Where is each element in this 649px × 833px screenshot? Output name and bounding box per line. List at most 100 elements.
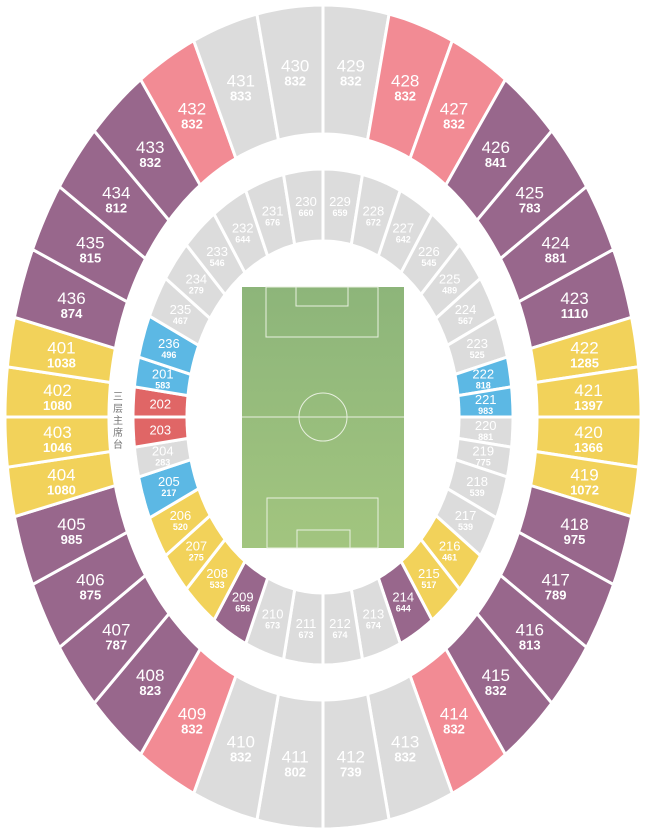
section-capacity: 832 <box>443 721 465 736</box>
section-number: 415 <box>482 666 510 685</box>
section-capacity: 841 <box>485 155 507 170</box>
section-number: 433 <box>136 138 164 157</box>
section-capacity: 832 <box>181 721 203 736</box>
section-number: 421 <box>574 381 602 400</box>
section-number: 405 <box>57 515 85 534</box>
section-capacity: 1080 <box>43 398 72 413</box>
section-number: 414 <box>440 704 468 723</box>
section-number: 217 <box>455 508 477 523</box>
section-number: 206 <box>170 508 192 523</box>
section-capacity: 881 <box>478 432 493 442</box>
section-capacity: 815 <box>79 251 101 266</box>
section-capacity: 644 <box>396 604 411 614</box>
section-capacity: 520 <box>173 522 188 532</box>
section-capacity: 783 <box>519 200 541 215</box>
section-capacity: 832 <box>485 683 507 698</box>
goal-area-bottom <box>296 529 351 549</box>
section-number: 424 <box>541 234 569 253</box>
section-capacity: 832 <box>230 749 252 764</box>
section-capacity: 525 <box>470 350 485 360</box>
section-capacity: 546 <box>210 258 225 268</box>
section-number: 427 <box>440 100 468 119</box>
section-number: 223 <box>466 336 488 351</box>
section-number: 202 <box>149 397 171 412</box>
section-capacity: 818 <box>476 380 491 390</box>
section-number: 205 <box>158 474 180 489</box>
section-number: 230 <box>295 194 317 209</box>
section-number: 417 <box>541 570 569 589</box>
section-number: 225 <box>439 272 461 287</box>
section-capacity: 802 <box>284 765 306 780</box>
section-capacity: 833 <box>230 89 252 104</box>
section-capacity: 674 <box>366 621 381 631</box>
section-capacity: 812 <box>105 200 127 215</box>
section-capacity: 813 <box>519 638 541 653</box>
section-number: 218 <box>466 474 488 489</box>
section-capacity: 659 <box>333 208 348 218</box>
section-capacity: 1080 <box>47 482 76 497</box>
section-number: 233 <box>206 244 228 259</box>
section-number: 224 <box>455 302 477 317</box>
section-number: 236 <box>158 336 180 351</box>
section-number: 422 <box>570 339 598 358</box>
section-capacity: 217 <box>161 488 176 498</box>
section-capacity: 275 <box>189 552 204 562</box>
section-number: 226 <box>418 244 440 259</box>
section-number: 412 <box>337 748 365 767</box>
pitch <box>242 286 404 549</box>
section-number: 416 <box>516 621 544 640</box>
section-203[interactable]: 203 <box>131 415 190 449</box>
section-number: 431 <box>227 72 255 91</box>
section-number: 229 <box>329 194 351 209</box>
section-number: 404 <box>47 465 75 484</box>
section-number: 234 <box>185 272 207 287</box>
goal-area-top <box>295 286 349 307</box>
section-capacity: 673 <box>265 621 280 631</box>
section-capacity: 583 <box>155 380 170 390</box>
section-capacity: 874 <box>61 306 83 321</box>
section-capacity: 832 <box>139 155 161 170</box>
section-number: 210 <box>262 607 284 622</box>
section-number: 227 <box>392 220 414 235</box>
section-shape[interactable] <box>255 3 325 143</box>
section-shape[interactable] <box>281 167 325 247</box>
section-capacity: 832 <box>394 749 416 764</box>
section-number: 401 <box>47 339 75 358</box>
section-number: 213 <box>363 607 385 622</box>
section-number: 203 <box>149 422 171 437</box>
section-capacity: 539 <box>458 522 473 532</box>
section-number: 204 <box>152 444 174 459</box>
section-capacity: 674 <box>333 630 348 640</box>
section-capacity: 1046 <box>43 440 72 455</box>
section-number: 407 <box>102 621 130 640</box>
section-number: 419 <box>570 465 598 484</box>
section-capacity: 496 <box>161 350 176 360</box>
section-number: 408 <box>136 666 164 685</box>
section-number: 411 <box>282 748 309 767</box>
section-number: 409 <box>178 704 206 723</box>
section-number: 435 <box>76 234 104 253</box>
section-number: 420 <box>574 423 602 442</box>
section-capacity: 545 <box>421 258 436 268</box>
section-capacity: 739 <box>340 765 362 780</box>
section-number: 208 <box>206 566 228 581</box>
section-number: 429 <box>337 56 365 75</box>
section-capacity: 789 <box>545 587 567 602</box>
section-number: 434 <box>102 183 130 202</box>
